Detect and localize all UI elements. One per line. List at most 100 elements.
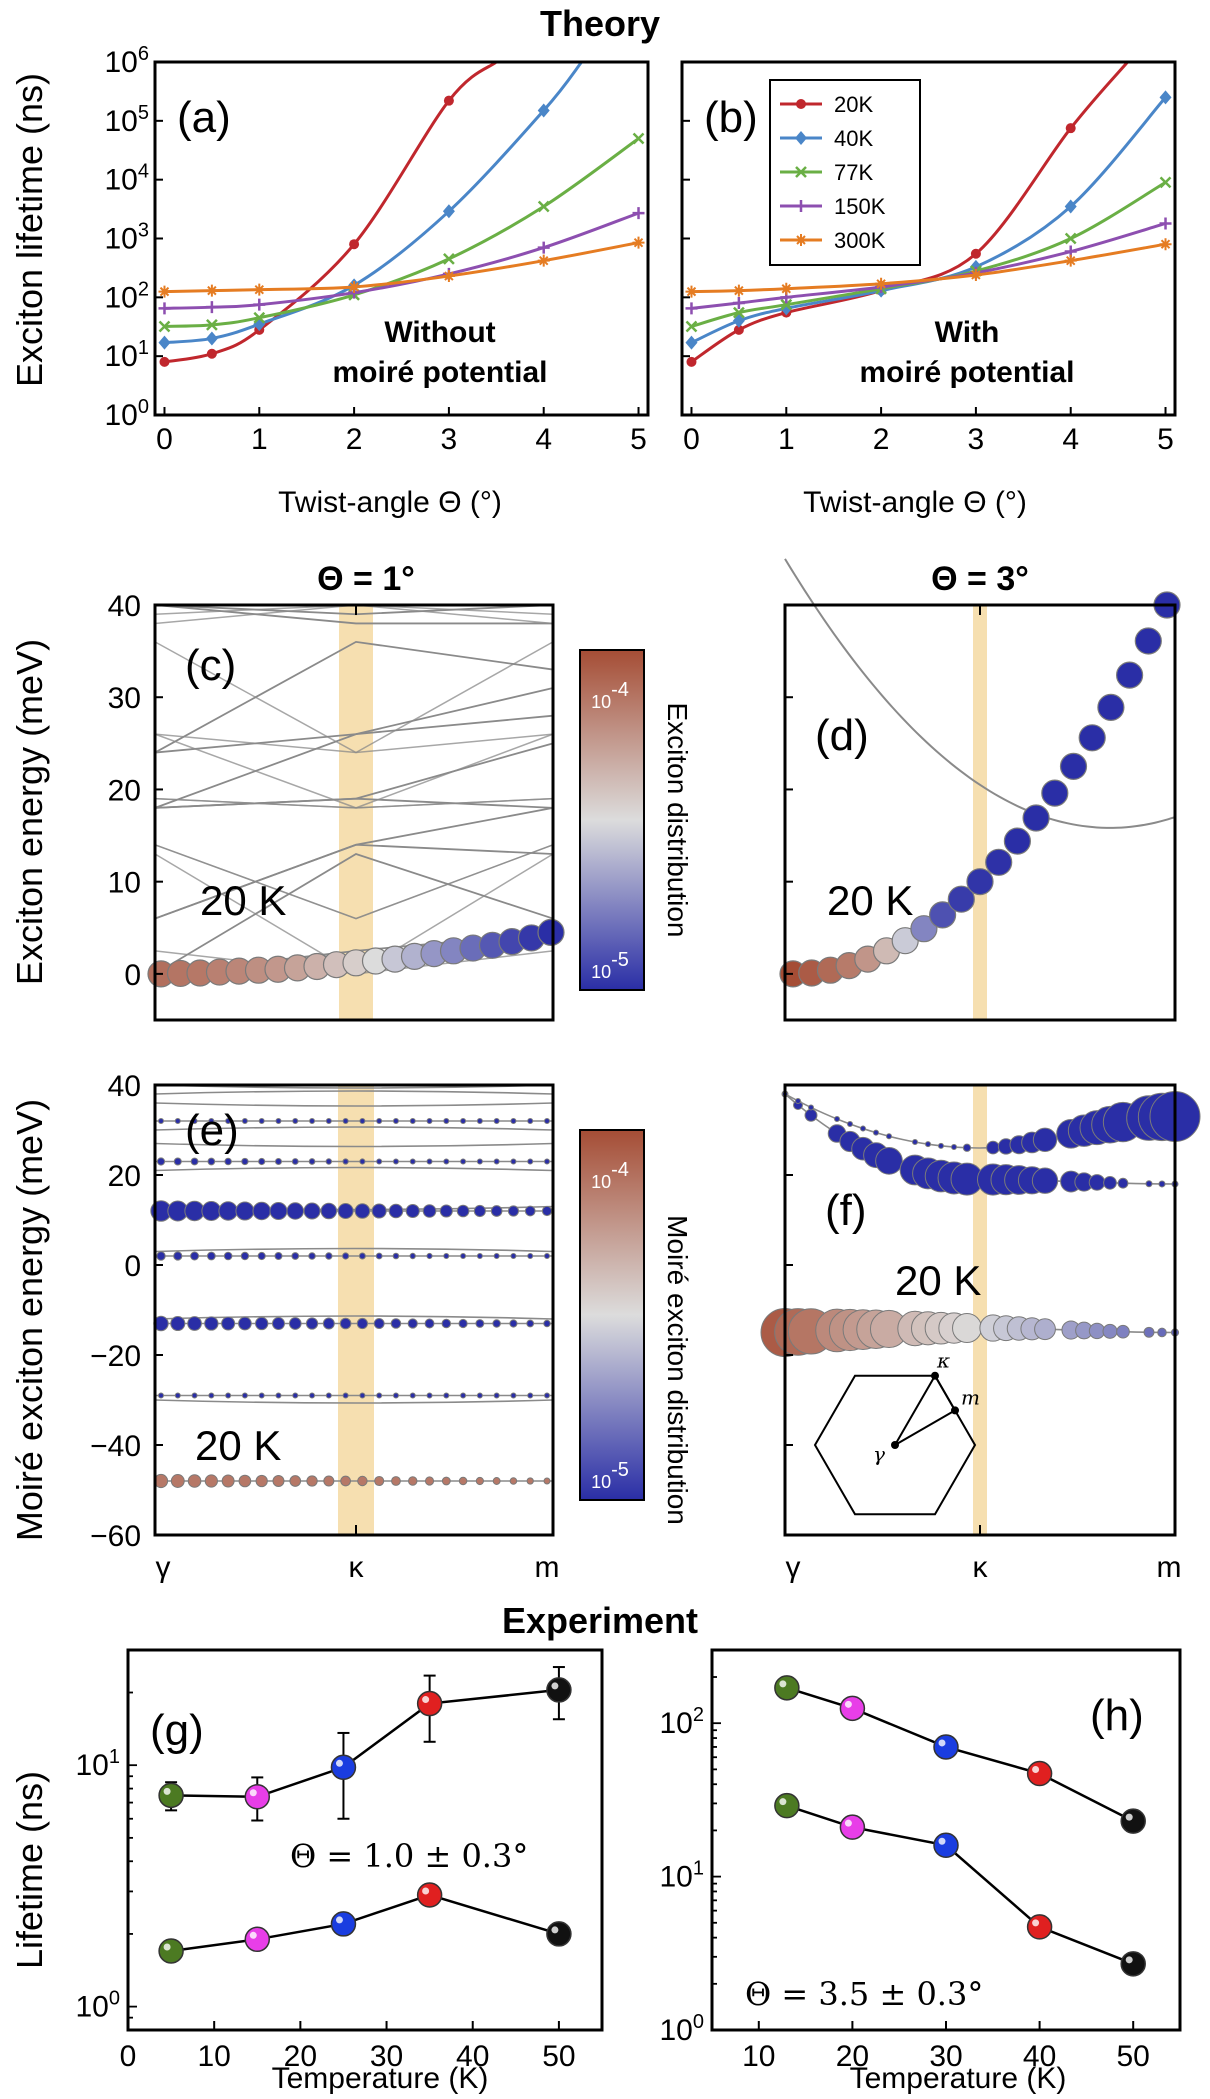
dist-point-e-5-11 [342,1158,349,1165]
marker-b-300K-6 [1159,238,1172,251]
dist-point-f-0-12 [952,1313,982,1344]
marker-shape-b-20K-5 [1065,123,1076,134]
marker-a-300K-1 [205,284,218,297]
data-point-shine-g-lower-4 [551,1926,559,1934]
ytick-label-c-1: 10 [108,867,141,900]
data-point-shine-h-lower-4 [1125,1956,1133,1964]
dist-point-e-1-2 [191,1392,198,1399]
frame-c [153,603,555,1022]
dist-point-e-1-10 [325,1392,332,1399]
marker-shape-a-150K-6 [632,207,645,220]
dist-point-f-1-24 [1158,1180,1166,1188]
dist-point-e-6-17 [443,1118,450,1124]
dist-point-e-5-15 [409,1158,416,1165]
dist-point-e-0-12 [357,1475,368,1487]
grey-line-e-0 [154,1247,554,1253]
bz-gamma-point [891,1441,899,1449]
band-line-c-3 [154,807,554,920]
xtick-label-a-5: 5 [630,423,647,456]
dist-point-f-2-10 [938,1142,944,1149]
ytick-label-c-4: 40 [108,590,141,623]
ytick-label-e-1: −40 [90,1430,141,1463]
dist-point-e-4-8 [286,1202,305,1220]
dist-point-e-5-0 [156,1157,166,1166]
dist-point-e-6-12 [359,1118,366,1124]
xlabel-twist-a: Twist-angle Θ (°) [278,486,502,519]
band-line-c-x-3 [154,844,554,920]
dist-point-e-2-12 [356,1317,369,1330]
xtick-label-f-2: m [1157,1551,1182,1584]
marker-shape-a-77K-0 [158,320,171,333]
colorbar-min-e: 10-5 [591,1459,629,1492]
dist-point-e-5-14 [392,1158,399,1165]
dist-point-e-1-3 [208,1392,215,1399]
xtick-label-g-5: 50 [542,2040,575,2073]
dist-point-e-4-18 [456,1204,470,1218]
marker-shape-a-20K-0 [159,356,170,367]
dist-point-d-17 [1097,693,1125,721]
marker-a-150K-2 [253,298,266,311]
temperature-e: 20 K [195,1422,281,1469]
dist-point-e-3-18 [460,1253,467,1259]
dist-point-d-11 [985,848,1013,876]
dist-point-f-0-22 [1116,1324,1130,1339]
marker-a-40K-4 [442,204,455,219]
marker-b-20K-4 [970,248,981,259]
marker-shape-b-300K-2 [780,282,793,295]
marker-a-150K-1 [205,301,218,314]
ytick-label-c-3: 30 [108,682,141,715]
annotation-line1-a: Without [384,316,495,349]
panel-label-f: (f) [825,1186,867,1235]
marker-shape-b-300K-3 [875,277,888,290]
dist-point-f-2-6 [873,1129,879,1136]
dist-point-e-5-2 [190,1157,199,1166]
bz-m-point [950,1406,959,1415]
dist-point-f-2-12 [962,1143,972,1152]
data-point-shine-g-lower-2 [335,1916,343,1924]
dist-point-f-1-23 [1145,1180,1153,1188]
marker-shape-a-300K-3 [348,280,361,293]
dist-point-e-1-15 [409,1392,416,1399]
xtick-label-a-3: 3 [441,423,458,456]
marker-a-300K-2 [253,283,266,296]
dist-point-e-0-9 [306,1475,318,1487]
dist-point-e-6-3 [208,1118,215,1124]
dist-point-e-0-13 [374,1475,385,1487]
legend-marker-150K [795,200,807,212]
dist-point-e-2-23 [543,1319,551,1328]
colorbar-c-label: Exciton distribution [662,702,693,937]
data-point-shine-h-lower-2 [938,1837,946,1845]
dist-point-e-2-8 [288,1317,302,1330]
ytick-label-e-0: −60 [90,1520,141,1553]
xtick-label-f-0: γ [786,1551,801,1584]
dist-point-f-1-7 [875,1147,903,1175]
dist-point-e-6-23 [544,1118,550,1124]
dist-point-f-2-1 [795,1097,801,1104]
data-point-shine-h-upper-4 [1125,1813,1133,1821]
dist-point-f-2-2 [808,1104,814,1111]
band-line-c-8 [154,640,554,754]
dist-point-e-0-11 [340,1475,351,1487]
band-line-c-x-8 [154,641,554,754]
dist-point-e-1-16 [426,1392,433,1399]
ytick-label-a-1: 101 [105,337,150,373]
panel-label-h: (h) [1090,1691,1144,1740]
dist-point-f-0-17 [1034,1318,1056,1341]
dist-point-e-2-15 [407,1318,418,1329]
ytick-label-a-6: 106 [105,43,150,79]
marker-shape-a-77K-4 [443,253,455,265]
data-point-shine-h-lower-3 [1032,1919,1040,1927]
dist-point-e-6-0 [158,1118,164,1124]
dist-point-d-18 [1115,661,1144,689]
xtick-label-h-3: 40 [1023,2040,1056,2073]
dist-point-e-5-9 [308,1158,316,1165]
data-point-h-lower-4 [1120,1951,1146,1977]
dist-point-e-0-10 [323,1475,335,1487]
marker-shape-a-77K-6 [632,132,645,145]
dist-point-e-5-8 [291,1158,299,1165]
dist-point-e-5-22 [527,1158,534,1165]
dist-point-e-2-14 [390,1318,402,1329]
dist-point-e-4-17 [439,1204,453,1218]
dist-point-e-6-8 [292,1118,299,1124]
dist-point-e-6-11 [342,1118,349,1124]
